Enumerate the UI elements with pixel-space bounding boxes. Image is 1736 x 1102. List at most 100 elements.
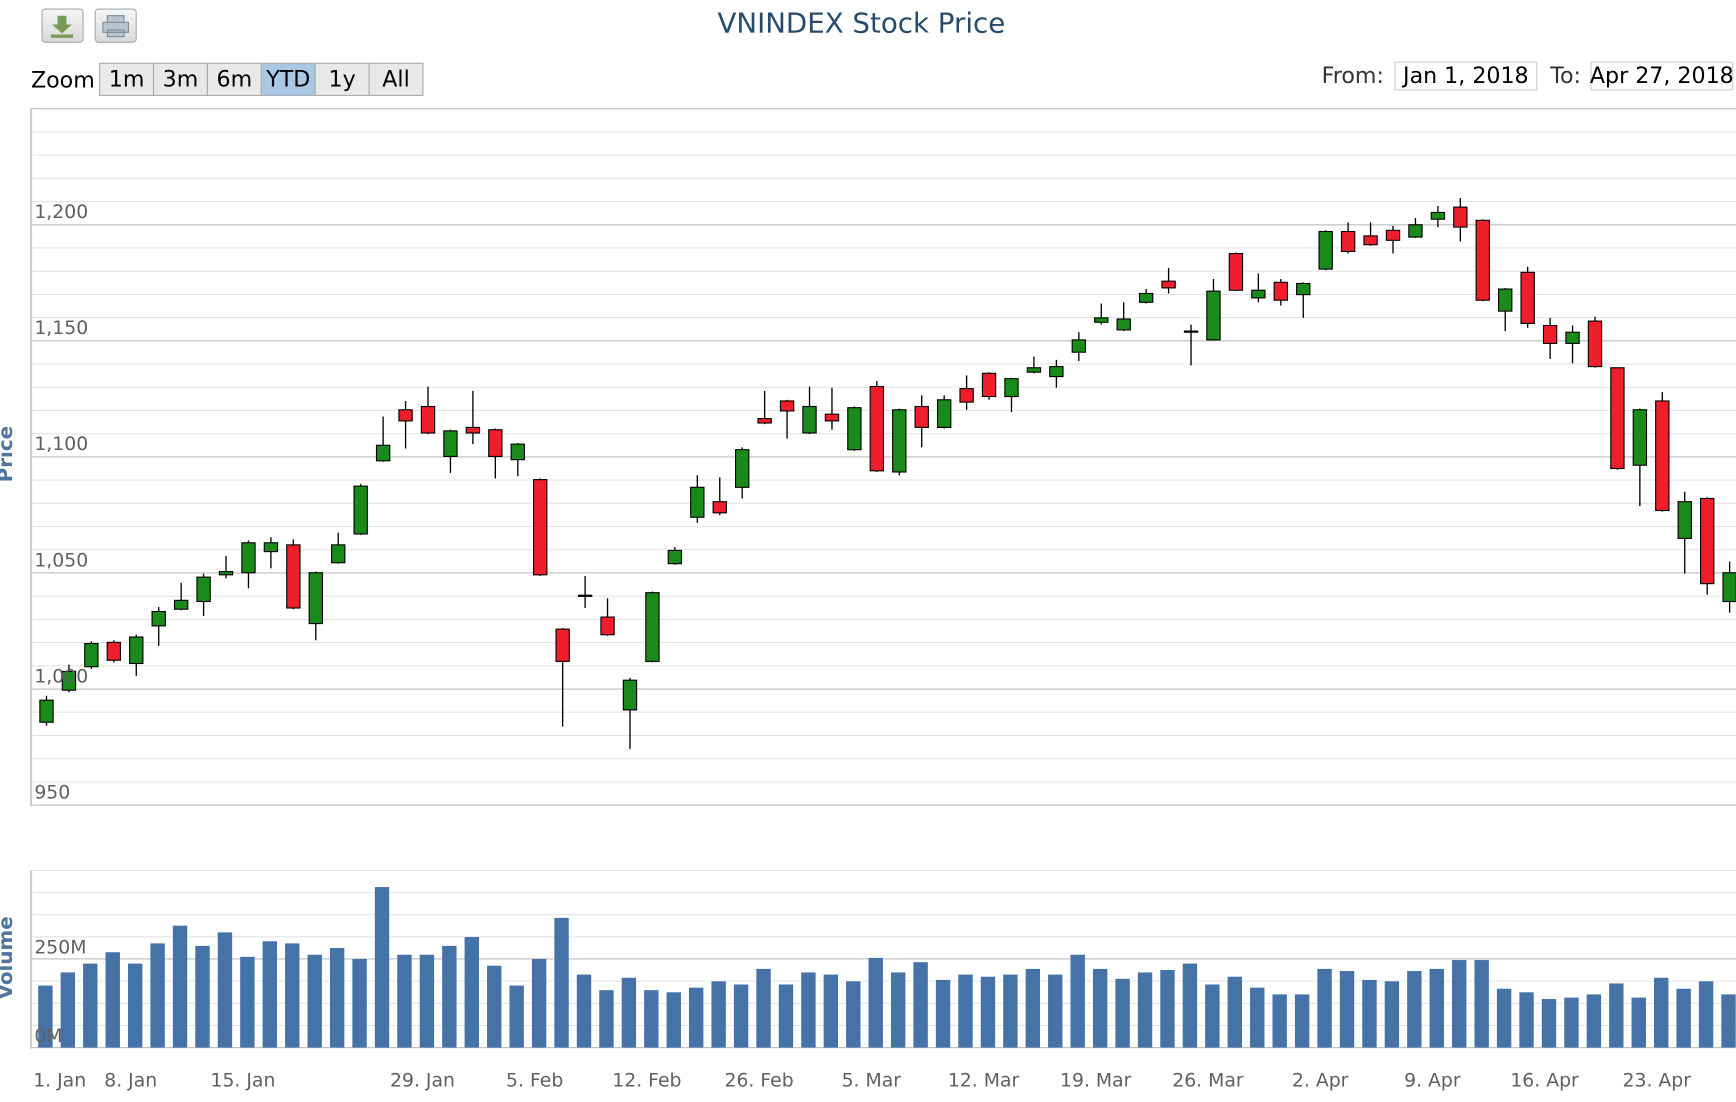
y-tick-label: 950 xyxy=(34,782,70,803)
volume-bar xyxy=(1564,997,1579,1048)
candle-body xyxy=(173,599,189,610)
y-tick-label: 1,100 xyxy=(34,434,88,455)
volume-bar xyxy=(666,992,681,1048)
from-value: Jan 1, 2018 xyxy=(1401,63,1529,89)
volume-bar xyxy=(83,963,98,1048)
candle-body xyxy=(1363,235,1378,246)
candle-body xyxy=(555,628,570,662)
candle-body xyxy=(577,594,593,597)
zoom-button[interactable] xyxy=(368,62,424,96)
candle-body xyxy=(1071,339,1087,353)
volume-bar xyxy=(1070,954,1085,1048)
candle-body xyxy=(39,699,54,723)
volume-bar xyxy=(913,962,928,1048)
volume-bar xyxy=(1205,984,1220,1048)
candle-body xyxy=(1183,330,1199,333)
zoom-buttons: 1m 3m 6m YTD 1y All xyxy=(99,62,424,96)
candle-body xyxy=(1228,252,1244,291)
y-tick-label: 1,200 xyxy=(34,202,88,223)
candle-body xyxy=(1296,282,1311,296)
x-tick-label: 23. Apr xyxy=(1623,1070,1692,1091)
volume-bar xyxy=(1003,974,1018,1048)
candle-body xyxy=(1610,367,1625,470)
candle-body xyxy=(286,544,301,609)
volume-bar xyxy=(689,987,704,1048)
candle-body xyxy=(1655,400,1670,512)
volume-bar xyxy=(1384,981,1400,1048)
candle-body xyxy=(1498,288,1513,312)
volume-bar xyxy=(285,943,300,1048)
volume-axis-title: Volume xyxy=(0,916,17,999)
volume-bar xyxy=(307,954,322,1048)
zoom-button[interactable] xyxy=(260,62,316,96)
price-axis-title: Price xyxy=(0,426,17,483)
volume-bar xyxy=(1496,988,1512,1048)
candle-body xyxy=(981,372,997,398)
volume-bar xyxy=(1250,987,1265,1048)
candle-body xyxy=(1116,318,1131,331)
candle-body xyxy=(847,407,862,451)
candle-body xyxy=(914,405,929,428)
candle-body xyxy=(218,571,234,576)
candle-body xyxy=(375,444,391,462)
volume-bar xyxy=(1294,994,1310,1048)
candle-body xyxy=(1587,320,1603,368)
volume-bar xyxy=(531,958,547,1048)
candle-body xyxy=(263,542,279,553)
volume-bar xyxy=(1362,979,1377,1048)
volume-bar xyxy=(195,945,210,1048)
candle-body xyxy=(1004,378,1019,398)
volume-bar xyxy=(1474,960,1489,1048)
zoom-button-label: 1y xyxy=(329,66,356,92)
candles xyxy=(39,198,1736,749)
candle-body xyxy=(936,399,952,428)
candle-body xyxy=(1475,219,1490,301)
volume-bar xyxy=(1182,963,1198,1048)
x-tick-label: 2. Apr xyxy=(1292,1070,1349,1091)
zoom-label: Zoom xyxy=(31,68,95,94)
to-input[interactable] xyxy=(1590,61,1734,91)
zoom-button-label: All xyxy=(382,66,409,92)
zoom-button-label: YTD xyxy=(265,66,310,92)
to-label: To: xyxy=(1549,63,1581,89)
volume-bar xyxy=(935,979,951,1048)
volume-bar xyxy=(509,985,524,1048)
candle-body xyxy=(802,405,817,434)
volume-bar xyxy=(823,974,839,1048)
zoom-button[interactable] xyxy=(314,62,370,96)
print-icon xyxy=(102,15,129,38)
candle-body xyxy=(465,426,481,434)
candle-body xyxy=(308,572,323,625)
candle-body xyxy=(398,409,413,422)
candle-body xyxy=(61,670,77,691)
volume-bar xyxy=(1025,968,1041,1048)
zoom-button[interactable] xyxy=(152,62,208,96)
x-tick-label: 8. Jan xyxy=(104,1070,157,1091)
volume-bar xyxy=(1609,983,1624,1048)
volume-bar xyxy=(1092,968,1108,1048)
tick-labels: 950 1,000 1,050 1,100 1,150 1,200 0M 250M 1. Jan… xyxy=(33,202,1691,1091)
candle-body xyxy=(622,679,638,711)
volume-bar xyxy=(150,943,165,1048)
volume-bar xyxy=(1137,972,1153,1048)
candle-body xyxy=(353,485,368,535)
volume-bar xyxy=(1721,994,1736,1048)
candle-body xyxy=(690,486,705,518)
candle-body xyxy=(1722,572,1736,603)
volume-bar xyxy=(1339,971,1355,1048)
candle-body xyxy=(892,409,907,473)
volume-bar xyxy=(1429,968,1444,1048)
zoom-button[interactable] xyxy=(99,62,155,96)
from-input[interactable] xyxy=(1394,61,1538,91)
volume-bar xyxy=(1676,988,1691,1048)
volume-tick-label: 250M xyxy=(34,937,86,958)
candle-body xyxy=(1385,229,1401,241)
candle-body xyxy=(1632,409,1648,466)
candle-body xyxy=(779,400,795,412)
volume-bar xyxy=(1272,994,1287,1048)
x-tick-label: 26. Mar xyxy=(1172,1070,1244,1091)
volume-bar xyxy=(554,917,569,1048)
zoom-button-label: 1m xyxy=(109,66,145,92)
y-tick-label: 1,000 xyxy=(34,666,88,687)
